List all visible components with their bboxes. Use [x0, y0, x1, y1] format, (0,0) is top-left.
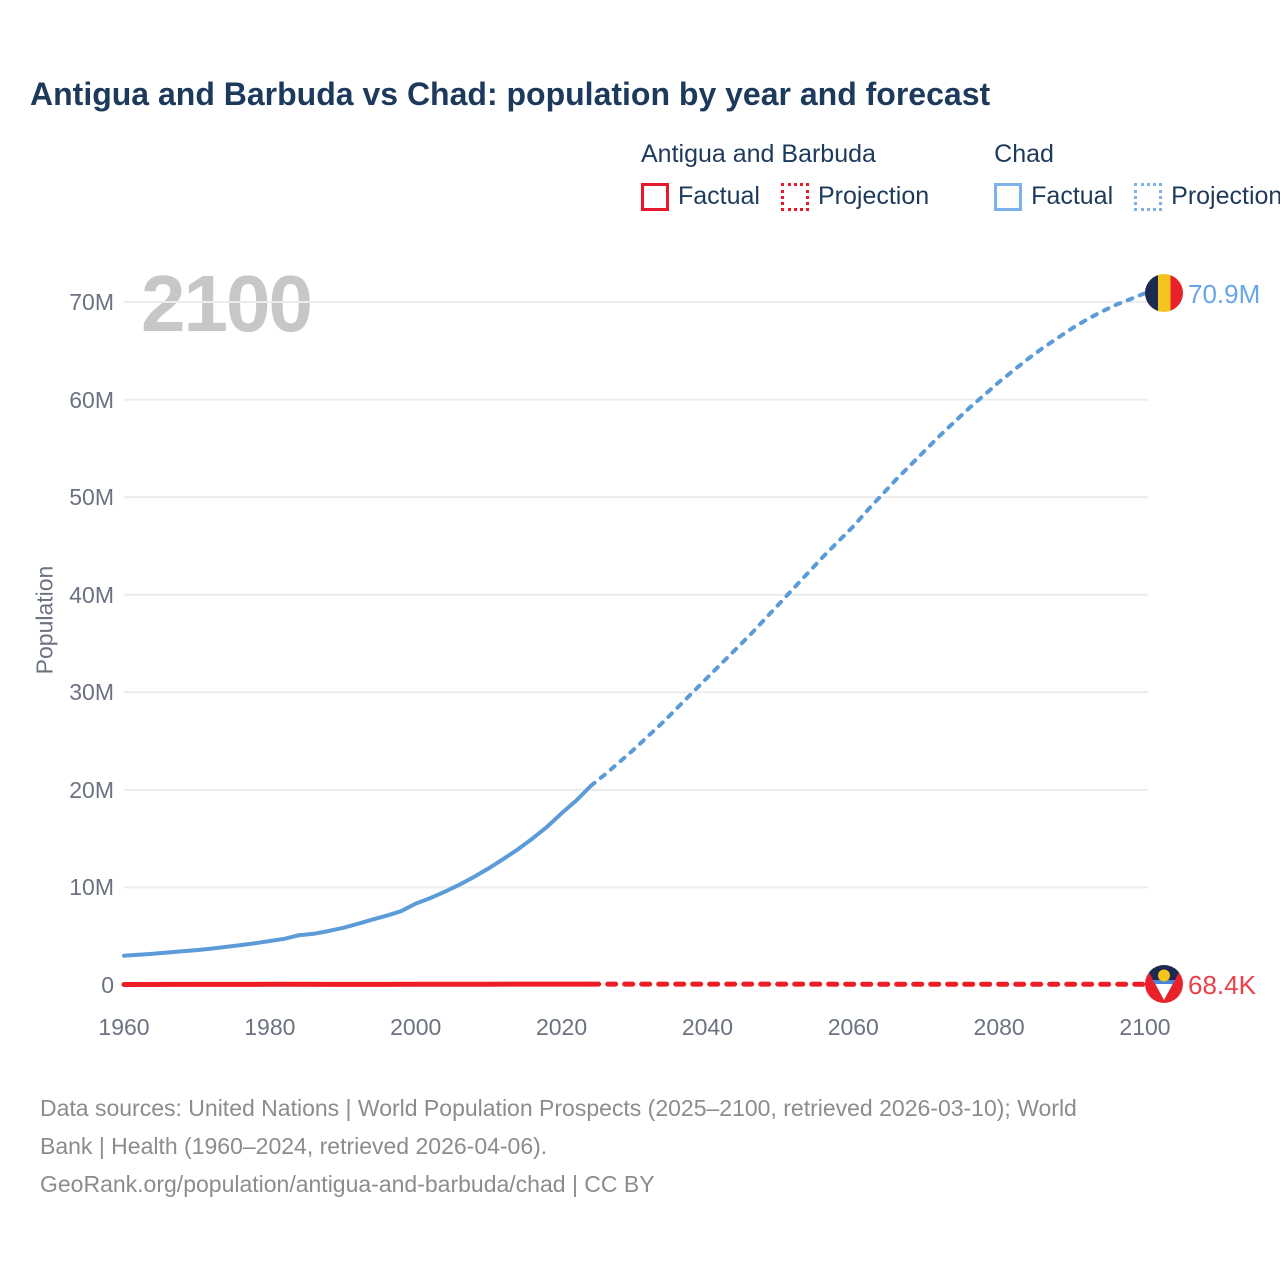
antigua-factual-label: Factual [678, 182, 760, 210]
antigua-factual-swatch-icon [641, 182, 669, 211]
antigua-projection-swatch-icon [780, 182, 809, 211]
chad-projectionline [588, 291, 1147, 788]
chad-projection-label: Projection [1171, 182, 1280, 210]
chart-title: Antigua and Barbuda vs Chad: population … [30, 76, 991, 112]
x-tick-label: 1960 [98, 1014, 150, 1040]
legend-antigua-name: Antigua and Barbuda [641, 140, 876, 168]
y-tick-label: 50M [69, 484, 114, 511]
chad-flag-icon [1145, 274, 1183, 312]
y-tick-label: 20M [69, 776, 114, 803]
legend-group-antigua: Antigua and Barbuda Factual Projection [641, 140, 950, 211]
y-tick-label: 10M [69, 874, 114, 901]
series-lines [121, 291, 1148, 987]
y-tick-label: 40M [69, 581, 114, 608]
data-sources-line-2: Bank | Health (1960–2024, retrieved 2026… [40, 1133, 548, 1159]
chad-factualline [122, 784, 593, 958]
x-tick-label: 2100 [1119, 1014, 1171, 1040]
footer: Data sources: United Nations | World Pop… [40, 1089, 1077, 1203]
chad-projection-swatch-icon [1134, 182, 1163, 211]
chad-factual-label: Factual [1031, 182, 1114, 210]
data-sources-line-1: Data sources: United Nations | World Pop… [40, 1095, 1077, 1121]
y-tick-label: 60M [69, 386, 114, 413]
antigua-flag-icon [1145, 965, 1183, 1003]
y-tick-label: 70M [69, 289, 114, 315]
year-watermark: 2100 [141, 259, 313, 348]
legend-chad-name: Chad [994, 140, 1054, 168]
gridlines [124, 301, 1148, 889]
x-tick-label: 2080 [973, 1014, 1025, 1040]
x-tick-label: 2000 [390, 1014, 442, 1040]
x-tick-label: 2060 [827, 1014, 879, 1040]
chad-endpoint-value: 70.9M [1188, 279, 1261, 309]
antigua-endpoint-value: 68.4K [1188, 970, 1256, 1000]
y-tick-label: 30M [69, 679, 114, 706]
x-tick-label: 1980 [244, 1014, 296, 1040]
legend: Antigua and Barbuda Factual Projection C… [641, 140, 1280, 211]
x-tick-label: 2040 [681, 1014, 733, 1040]
legend-group-chad: Chad Factual Projection [994, 140, 1280, 211]
legend-chad-row: Factual Projection [994, 182, 1280, 211]
attribution-link[interactable]: GeoRank.org/population/antigua-and-barbu… [40, 1171, 655, 1197]
x-tick-label: 2020 [535, 1014, 588, 1040]
legend-antigua-row: Factual Projection [641, 182, 950, 211]
y-tick-label: 0 [101, 972, 114, 998]
antigua-projection-label: Projection [817, 182, 930, 210]
chad-factual-swatch-icon [994, 182, 1023, 211]
